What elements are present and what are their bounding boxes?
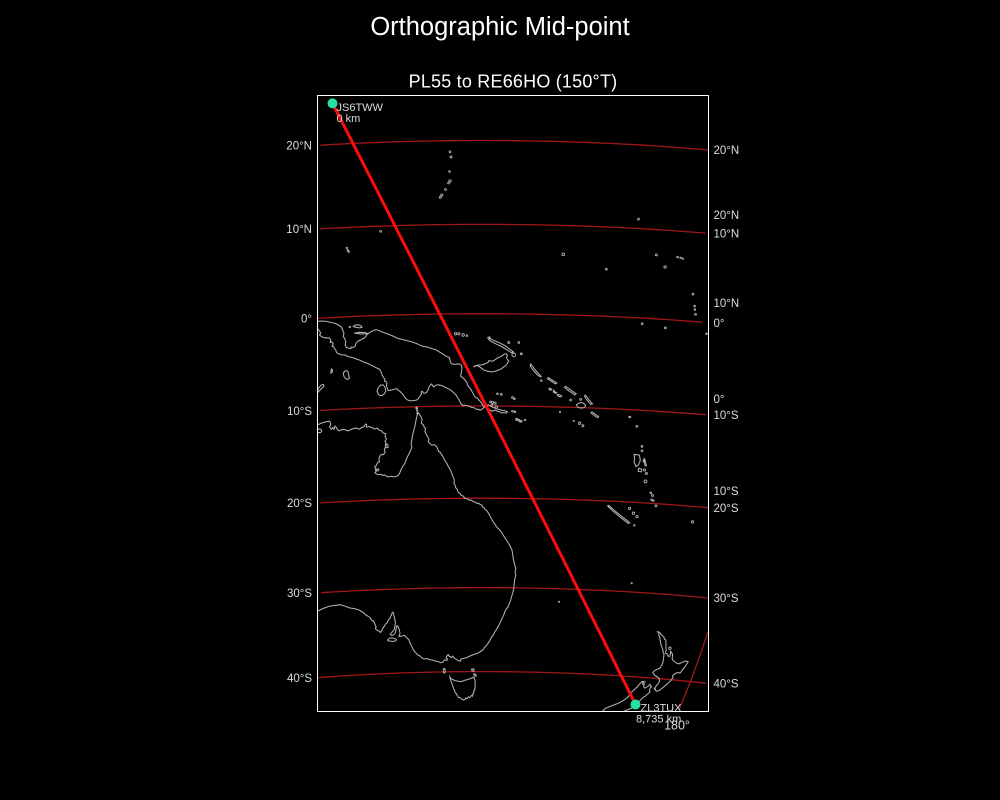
svg-text:20°N: 20°N: [286, 141, 312, 153]
svg-text:Orthographic Mid-point: Orthographic Mid-point: [370, 13, 629, 41]
svg-text:0 km: 0 km: [337, 113, 361, 125]
svg-text:30°S: 30°S: [714, 593, 739, 605]
svg-text:180°: 180°: [664, 719, 690, 733]
svg-text:10°S: 10°S: [714, 410, 739, 422]
svg-text:40°S: 40°S: [287, 673, 312, 685]
svg-text:10°N: 10°N: [714, 298, 740, 310]
svg-text:PL55 to RE66HO (150°T): PL55 to RE66HO (150°T): [409, 72, 618, 92]
svg-text:20°S: 20°S: [287, 498, 312, 510]
svg-text:0°: 0°: [714, 394, 725, 406]
svg-text:30°S: 30°S: [287, 588, 312, 600]
svg-text:8,735 km: 8,735 km: [636, 713, 681, 725]
svg-text:40°S: 40°S: [714, 679, 739, 691]
svg-text:JS6TWW: JS6TWW: [337, 102, 384, 114]
svg-text:10°N: 10°N: [286, 224, 312, 236]
svg-text:10°S: 10°S: [714, 486, 739, 498]
svg-text:20°S: 20°S: [714, 503, 739, 515]
svg-text:0°: 0°: [714, 318, 725, 330]
svg-text:20°N: 20°N: [714, 145, 740, 157]
svg-text:10°S: 10°S: [287, 406, 312, 418]
svg-text:10°N: 10°N: [714, 229, 740, 241]
svg-text:ZL3TUX: ZL3TUX: [641, 703, 683, 715]
svg-text:0°: 0°: [301, 314, 312, 326]
svg-text:20°N: 20°N: [714, 210, 740, 222]
